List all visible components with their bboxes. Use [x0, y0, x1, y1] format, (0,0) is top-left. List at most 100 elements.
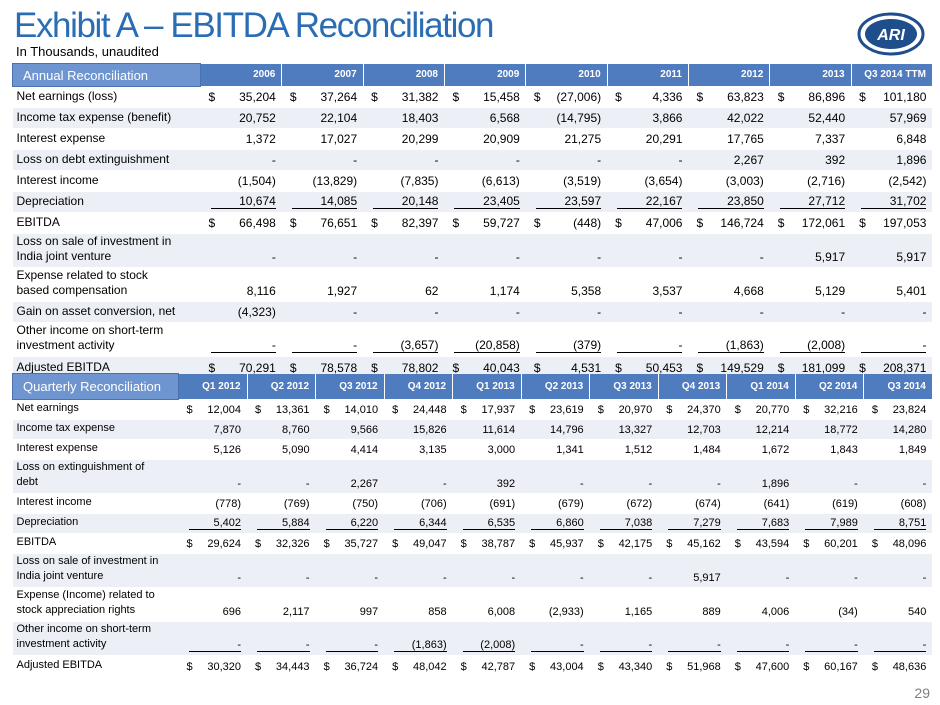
cell: 20,291: [607, 128, 689, 150]
cell-value: -: [678, 305, 683, 319]
cell-value: 34,443: [275, 660, 310, 673]
underline: -: [617, 338, 683, 353]
cell-value: 7,989: [830, 517, 858, 529]
currency: $: [734, 538, 741, 550]
cell: 1,672: [726, 439, 796, 460]
cell: 1,341: [521, 439, 590, 460]
table-row: Other income on short-term investment ac…: [12, 322, 933, 357]
underline: 23,597: [535, 194, 602, 209]
cell: -: [281, 149, 364, 171]
cell-value: 50,453: [645, 360, 683, 375]
underline: 10,674: [210, 194, 276, 209]
column-header: 2009: [444, 63, 527, 87]
cell: -: [795, 459, 864, 494]
currency: $: [208, 216, 216, 230]
row-label: Interest income: [12, 170, 201, 192]
cell-value: -: [511, 572, 516, 584]
cell: 5,401: [851, 267, 933, 302]
currency: $: [597, 538, 604, 550]
cell-value: -: [922, 478, 927, 490]
column-header: 2007: [281, 63, 364, 87]
cell-value: 6,220: [350, 517, 379, 529]
cell: -: [525, 301, 608, 323]
cell-value: (679): [558, 498, 584, 510]
cell: -: [521, 621, 590, 656]
cell: 10,674: [200, 191, 282, 213]
cell-value: -: [678, 250, 683, 264]
cell-value: -: [442, 572, 447, 584]
cell: $86,896: [769, 86, 852, 108]
cell-value: 66,498: [239, 216, 276, 230]
column-header: Q3 2013: [589, 373, 659, 400]
cell-value: -: [305, 639, 310, 651]
cell-value: 197,053: [883, 216, 927, 230]
cell: 31,702: [851, 191, 933, 213]
cell-value: -: [854, 639, 858, 651]
cell-value: -: [271, 153, 276, 167]
underline: -: [599, 639, 653, 652]
table-row: Loss on sale of investment in India join…: [12, 553, 933, 588]
cell-value: -: [305, 572, 310, 584]
row-label: EBITDA: [12, 533, 179, 554]
cell: -: [444, 149, 526, 171]
cell-value: 12,004: [207, 404, 242, 416]
underline: 5,884: [257, 517, 310, 530]
underline: 8,751: [873, 517, 927, 530]
cell-value: 23,824: [892, 404, 927, 416]
cell: $47,600: [726, 655, 796, 676]
currency: $: [871, 660, 878, 673]
currency: $: [696, 360, 704, 375]
cell-value: 42,787: [481, 660, 516, 673]
cell-value: 14,796: [550, 424, 584, 436]
cell-value: 149,529: [720, 360, 764, 375]
cell: $51,968: [658, 655, 727, 676]
column-header: 2006: [200, 63, 283, 87]
cell: (2,542): [851, 170, 933, 192]
cell: -: [795, 621, 864, 656]
cell-value: 27,712: [808, 194, 846, 208]
cell: 540: [863, 587, 933, 622]
underline: (379): [535, 338, 602, 353]
underline: (20,858): [454, 338, 520, 353]
cell: -: [795, 553, 864, 588]
cell-value: 1,165: [624, 606, 653, 618]
title: Exhibit A – EBITDA Reconciliation: [14, 6, 494, 45]
row-label: Interest expense: [12, 128, 201, 150]
cell-value: 63,823: [727, 90, 764, 104]
cell: $31,382: [363, 86, 445, 108]
cell-value: 45,162: [687, 538, 721, 550]
cell-value: 43,004: [550, 660, 584, 673]
currency: $: [323, 538, 330, 550]
cell: -: [769, 301, 852, 323]
underline: -: [805, 639, 858, 652]
currency: $: [859, 216, 866, 230]
cell: -: [178, 553, 248, 588]
cell: -: [851, 301, 933, 323]
cell-value: 20,752: [239, 111, 276, 125]
currency: $: [529, 660, 536, 673]
cell-value: 1,341: [556, 444, 584, 456]
cell: -: [247, 621, 316, 656]
cell: 1,849: [863, 439, 933, 460]
column-header: Q2 2013: [521, 373, 591, 400]
cell-value: 997: [359, 606, 379, 618]
cell: 1,512: [589, 439, 659, 460]
cell: -: [658, 459, 727, 494]
row-label: Other income on short-term investment ac…: [12, 621, 179, 656]
cell: 8,116: [200, 267, 282, 302]
cell-value: 8,760: [282, 424, 310, 436]
cell: $43,340: [589, 655, 659, 676]
cell-value: (641): [763, 498, 790, 510]
header-row: Quarterly Reconciliation Q1 2012 Q2 2012 Q3…: [12, 373, 933, 400]
currency: $: [255, 404, 262, 416]
cell-value: 3,135: [419, 444, 447, 456]
cell-value: -: [648, 572, 653, 584]
cell-value: -: [237, 478, 242, 490]
cell: $70,291: [200, 356, 282, 378]
row-label: Net earnings (loss): [12, 86, 201, 108]
cell: (706): [384, 493, 453, 514]
table-row: Income tax expense (benefit) 20,752 22,104…: [12, 107, 933, 129]
table-row: EBITDA $66,498 $76,651 $82,397 $59,727 $ (448)…: [12, 212, 933, 234]
cell: $17,937: [452, 399, 522, 420]
cell-value: -: [648, 478, 653, 490]
